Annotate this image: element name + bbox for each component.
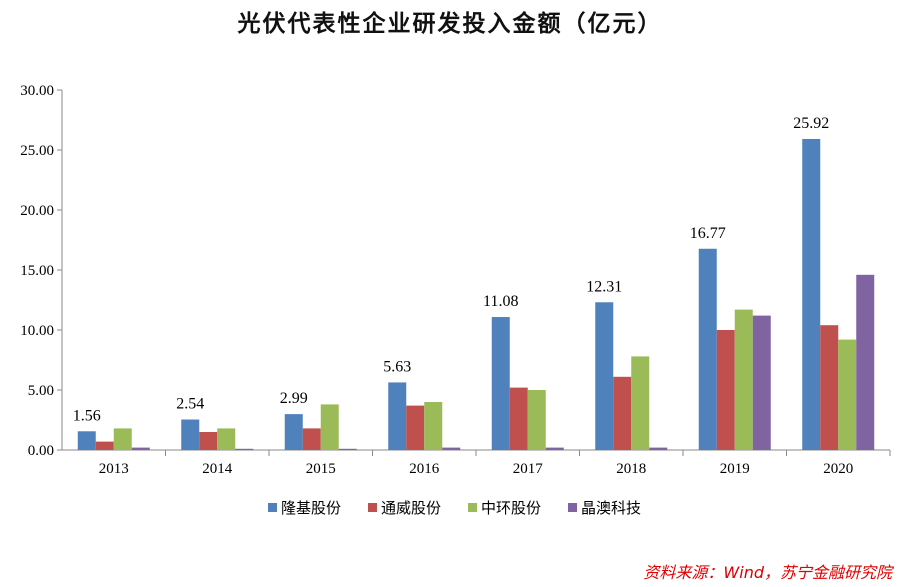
bar-晶澳科技-2016 [442, 447, 461, 450]
bar-隆基股份-2018 [595, 302, 614, 450]
bar-晶澳科技-2013 [131, 447, 150, 450]
bar-晶澳科技-2020 [856, 274, 875, 450]
data-label: 2.54 [176, 396, 204, 413]
data-label: 5.63 [383, 358, 411, 375]
chart-title: 光伏代表性企业研发投入金额（亿元） [237, 11, 663, 37]
x-tick-label: 2020 [823, 461, 853, 477]
bar-通威股份-2013 [95, 441, 114, 450]
data-label: 1.56 [73, 407, 101, 424]
y-tick-label: 30.00 [20, 83, 54, 99]
data-label: 16.77 [690, 225, 726, 242]
legend-label: 隆基股份 [281, 499, 341, 517]
x-tick-label: 2019 [720, 461, 750, 477]
data-label: 12.31 [586, 278, 622, 295]
x-tick-label: 2017 [513, 461, 544, 477]
bar-中环股份-2017 [527, 390, 546, 450]
bar-中环股份-2014 [217, 428, 236, 450]
y-tick-label: 25.00 [20, 143, 54, 159]
bar-通威股份-2017 [509, 387, 528, 450]
data-label: 2.99 [280, 390, 308, 407]
bar-隆基股份-2019 [698, 248, 717, 450]
legend-swatch [268, 503, 277, 512]
legend-label: 通威股份 [381, 499, 441, 517]
x-tick-label: 2016 [409, 461, 440, 477]
y-tick-label: 0.00 [28, 443, 54, 459]
bar-晶澳科技-2014 [235, 448, 254, 450]
bar-通威股份-2020 [820, 325, 839, 450]
x-tick-label: 2013 [99, 461, 129, 477]
legend-label: 晶澳科技 [581, 499, 641, 517]
y-tick-label: 20.00 [20, 203, 54, 219]
legend-label: 中环股份 [481, 499, 541, 517]
bar-晶澳科技-2015 [338, 448, 357, 450]
bar-中环股份-2015 [320, 404, 339, 450]
bar-隆基股份-2015 [284, 414, 303, 450]
bar-隆基股份-2016 [388, 382, 407, 450]
data-label: 11.08 [483, 293, 518, 310]
bar-通威股份-2016 [406, 405, 425, 450]
bar-通威股份-2014 [199, 432, 218, 450]
bar-中环股份-2018 [631, 356, 650, 450]
bar-晶澳科技-2017 [545, 447, 564, 450]
x-tick-label: 2015 [306, 461, 336, 477]
y-tick-label: 5.00 [28, 383, 54, 399]
legend-swatch [568, 503, 577, 512]
bar-中环股份-2013 [113, 428, 132, 450]
bar-中环股份-2019 [734, 309, 753, 450]
bar-隆基股份-2020 [802, 138, 821, 450]
bar-中环股份-2020 [838, 339, 857, 450]
bar-通威股份-2019 [716, 330, 735, 450]
legend-swatch [368, 503, 377, 512]
bar-晶澳科技-2019 [752, 315, 771, 450]
bar-隆基股份-2013 [77, 431, 96, 450]
bar-晶澳科技-2018 [649, 447, 668, 450]
bar-通威股份-2018 [613, 376, 632, 450]
bar-隆基股份-2014 [181, 419, 200, 450]
source-note: 资料来源：Wind，苏宁金融研究院 [643, 563, 892, 582]
y-tick-label: 15.00 [20, 263, 54, 279]
x-tick-label: 2014 [202, 461, 233, 477]
data-label: 25.92 [793, 115, 829, 132]
bar-中环股份-2016 [424, 402, 443, 450]
legend-swatch [468, 503, 477, 512]
bar-通威股份-2015 [302, 428, 321, 450]
x-tick-label: 2018 [616, 461, 646, 477]
bar-隆基股份-2017 [491, 317, 510, 450]
y-tick-label: 10.00 [20, 323, 54, 339]
